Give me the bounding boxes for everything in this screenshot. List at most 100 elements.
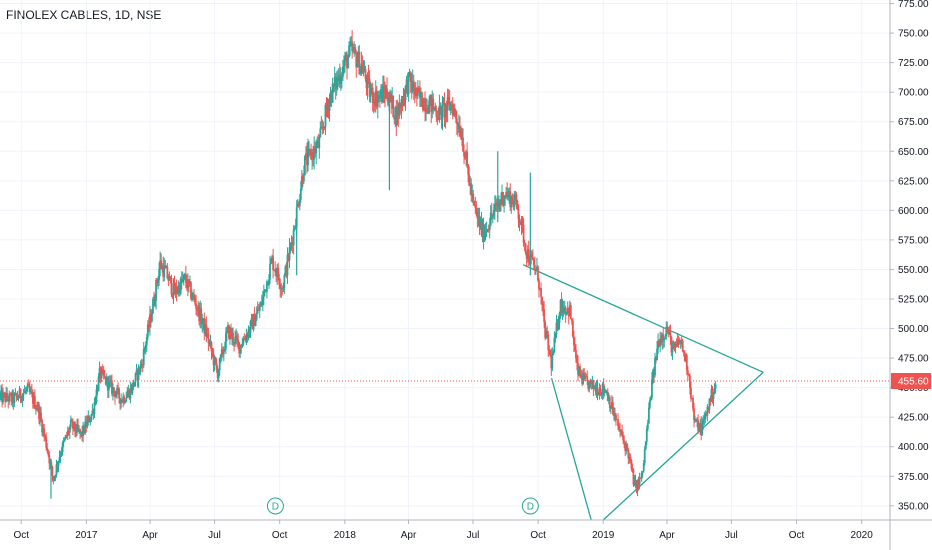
trendline-upper[interactable]	[522, 264, 764, 373]
candle-body	[617, 419, 619, 427]
candle-body	[212, 353, 215, 365]
candle-body	[354, 47, 357, 53]
dividend-marker[interactable]: D	[266, 497, 284, 515]
candle-body	[57, 461, 60, 467]
candle-body	[503, 198, 505, 206]
candle-body	[119, 398, 122, 404]
candle-body	[359, 66, 362, 74]
candle-body	[344, 57, 346, 66]
candle-body	[95, 389, 98, 403]
candle-body	[562, 307, 565, 313]
candle-body	[555, 322, 558, 335]
candle-body	[150, 314, 152, 322]
candle-body	[335, 77, 338, 90]
candle-body	[141, 364, 144, 366]
candle-body	[629, 456, 632, 461]
candle-body	[406, 79, 409, 95]
candle-body	[323, 126, 326, 128]
candle-body	[37, 404, 39, 410]
candle-body	[70, 419, 73, 422]
candle-body	[273, 269, 276, 271]
candle-body	[143, 347, 146, 350]
candle-body	[259, 302, 262, 307]
candle-body	[378, 95, 381, 97]
candle-body	[475, 207, 478, 212]
candle-body	[18, 389, 21, 398]
candle-body	[533, 265, 536, 271]
candle-body	[252, 314, 255, 330]
candle-body	[357, 51, 360, 63]
trendlines[interactable]	[522, 264, 764, 521]
candle-body	[571, 320, 574, 337]
y-tick-label: 475.00	[898, 354, 929, 365]
candle-body	[564, 307, 567, 315]
candle-body	[195, 303, 197, 309]
candles	[0, 30, 717, 499]
candle-body	[445, 104, 448, 111]
candle-body	[193, 294, 195, 299]
candle-body	[225, 331, 228, 334]
candle-body	[117, 388, 119, 390]
candle-body	[712, 394, 715, 399]
candle-body	[153, 299, 155, 305]
candle-body	[75, 430, 77, 433]
candle-body	[686, 370, 689, 375]
candle-body	[586, 376, 589, 381]
trendline-lower[interactable]	[602, 371, 764, 521]
candle-body	[709, 398, 712, 402]
candle-body	[656, 348, 658, 361]
candle-body	[437, 117, 440, 120]
candle-body	[204, 324, 207, 334]
candle-body	[122, 396, 125, 403]
x-tick-label: Oct	[13, 530, 29, 541]
candle-body	[568, 305, 571, 317]
candle-body	[206, 333, 209, 337]
candle-body	[678, 342, 681, 344]
candle-body	[375, 90, 378, 108]
candle-body	[621, 430, 624, 436]
chart-title: FINOLEX CABLES, 1D, NSE	[6, 8, 162, 22]
candle-body	[261, 297, 264, 306]
candle-body	[389, 93, 392, 103]
candle-body	[379, 89, 382, 97]
candle-body	[367, 75, 370, 80]
candle-body	[387, 98, 389, 105]
candle-body	[231, 332, 233, 338]
candle-body	[266, 281, 268, 292]
candle-body	[402, 96, 405, 106]
candle-body	[441, 102, 444, 120]
candle-body	[315, 145, 318, 154]
candle-body	[234, 337, 237, 344]
candle-body	[645, 428, 648, 442]
candle-body	[203, 318, 206, 334]
candle-body	[470, 183, 473, 196]
candle-body	[98, 367, 101, 377]
candle-body	[637, 479, 640, 485]
candle-body	[284, 266, 287, 276]
candle-body	[3, 393, 6, 395]
candle-body	[244, 339, 247, 341]
dividend-marker[interactable]: D	[521, 497, 539, 515]
candle-body	[136, 370, 139, 381]
candle-body	[614, 414, 616, 417]
candle-body	[403, 96, 406, 101]
candle-body	[646, 423, 649, 429]
trendline-steep[interactable]	[550, 378, 592, 521]
candle-body	[124, 401, 127, 403]
candle-body	[216, 369, 219, 379]
candle-body	[177, 284, 180, 292]
candle-body	[493, 204, 496, 210]
candle-body	[580, 375, 582, 377]
candle-body	[640, 472, 643, 479]
candle-body	[505, 191, 508, 197]
candle-body	[405, 79, 408, 86]
candle-body	[624, 442, 627, 451]
candle-body	[508, 191, 511, 194]
candle-body	[540, 288, 542, 297]
candle-body	[666, 326, 669, 333]
candle-body	[491, 215, 494, 217]
candle-body	[652, 370, 654, 380]
candle-body	[173, 283, 176, 294]
